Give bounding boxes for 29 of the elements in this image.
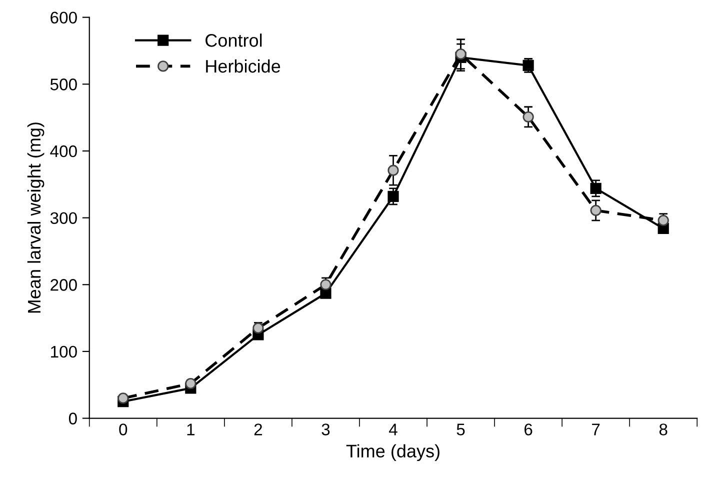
y-tick-label: 200 xyxy=(50,279,77,291)
point xyxy=(388,164,399,176)
point xyxy=(252,322,264,334)
x-tick-label: 8 xyxy=(659,424,668,436)
y-tick-label: 100 xyxy=(51,346,77,358)
point xyxy=(185,378,196,390)
point xyxy=(522,111,534,122)
x-tick-label: 6 xyxy=(524,424,532,436)
point xyxy=(590,204,602,216)
y-tick-label: 300 xyxy=(50,212,77,224)
x-tick-label: 7 xyxy=(592,424,600,436)
point xyxy=(455,48,466,60)
x-tick-label: 1 xyxy=(187,424,194,436)
y-axis-title: Mean larval weight (mg) xyxy=(27,122,44,313)
x-tick-label: 3 xyxy=(322,424,330,436)
y-tick-label: 600 xyxy=(50,12,77,24)
point xyxy=(590,182,602,194)
x-tick-label: 4 xyxy=(389,424,398,436)
point xyxy=(388,190,399,202)
legend-label: Control xyxy=(206,34,262,47)
legend-label: Herbicide xyxy=(206,59,280,73)
x-tick-label: 2 xyxy=(254,424,262,436)
x-tick-label: 0 xyxy=(119,424,128,436)
y-tick-label: 500 xyxy=(50,78,77,90)
y-tick-label: 0 xyxy=(68,412,77,424)
x-axis-title: Time (days) xyxy=(346,444,440,462)
y-tick-label: 400 xyxy=(50,145,77,158)
x-tick-label: 5 xyxy=(456,424,465,436)
point xyxy=(118,392,129,404)
